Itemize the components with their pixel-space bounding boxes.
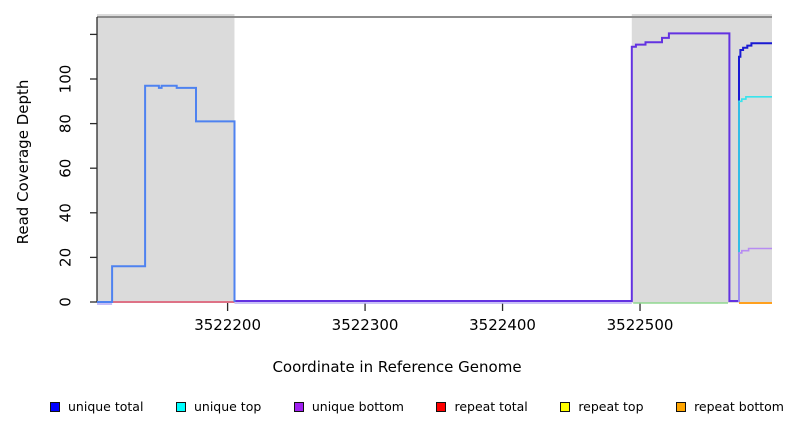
x-tick-label: 3522200 (194, 316, 261, 334)
legend-item: repeat bottom (676, 399, 784, 414)
shaded-region (631, 14, 772, 303)
legend-item: unique top (175, 399, 262, 414)
legend-item: unique total (50, 399, 143, 414)
series-line-unique-bottom-right-pale (738, 247, 772, 302)
x-tick-label: 3522300 (332, 316, 399, 334)
plot-area-svg: 0 20 40 60 80 100 3522200 3522300 3522400 3522500 (57, 14, 772, 334)
legend-label: unique bottom (311, 399, 404, 414)
legend-swatch (175, 401, 186, 412)
legend-swatch (50, 401, 60, 412)
legend: unique total unique top unique bottom repea… (50, 399, 784, 414)
series-line-unique-total-left (97, 84, 236, 303)
legend-swatch (436, 401, 447, 412)
series-line-unique-bottom (234, 32, 739, 302)
legend-label: unique total (68, 399, 144, 414)
legend-item: repeat top (560, 399, 644, 414)
series-line-unique-total-right (738, 42, 772, 302)
x-axis-title-text: Coordinate in Reference Genome (272, 358, 522, 376)
y-axis-title-text: Read Coverage Depth (14, 79, 32, 245)
y-tick-label: 40 (57, 203, 75, 222)
y-tick-label: 20 (57, 248, 75, 267)
y-tick-label: 60 (57, 159, 75, 178)
legend-item: unique bottom (293, 399, 404, 414)
x-tick-label: 3522400 (469, 316, 536, 334)
y-tick-label: 0 (57, 297, 75, 307)
legend-label: repeat total (454, 399, 528, 414)
x-axis-title: Coordinate in Reference Genome (0, 358, 792, 376)
x-tick-label: 3522500 (607, 316, 674, 334)
legend-swatch (560, 401, 571, 412)
legend-item: repeat total (436, 399, 528, 414)
shaded-region (97, 14, 235, 303)
legend-label: repeat bottom (694, 399, 784, 414)
legend-label: unique top (193, 399, 262, 414)
legend-swatch (293, 401, 304, 412)
y-tick-label: 100 (57, 65, 75, 94)
y-axis-title: Read Coverage Depth (14, 47, 32, 277)
legend-label: repeat top (578, 399, 644, 414)
legend-swatch (676, 401, 687, 412)
series-line-unique-top-right (738, 96, 772, 302)
y-tick-label: 80 (57, 114, 75, 133)
